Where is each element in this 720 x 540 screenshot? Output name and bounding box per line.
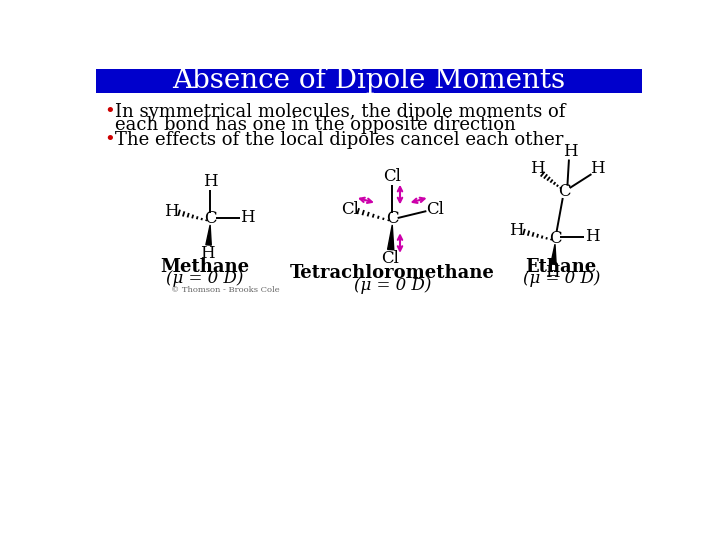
Text: H: H [203, 173, 217, 190]
Text: H: H [199, 245, 215, 262]
Text: (μ = 0 D): (μ = 0 D) [354, 276, 431, 294]
Text: In symmetrical molecules, the dipole moments of: In symmetrical molecules, the dipole mom… [114, 103, 565, 122]
Text: H: H [164, 202, 179, 220]
Text: Methane: Methane [160, 258, 249, 275]
Polygon shape [206, 225, 211, 245]
Text: (μ = 0 D): (μ = 0 D) [166, 271, 243, 287]
Text: C: C [386, 210, 399, 227]
Polygon shape [387, 225, 394, 250]
Text: Absence of Dipole Moments: Absence of Dipole Moments [172, 68, 566, 94]
Text: Ethane: Ethane [526, 258, 597, 275]
Bar [96, 69, 642, 93]
Text: H: H [240, 209, 255, 226]
Text: Tetrachloromethane: Tetrachloromethane [290, 264, 495, 282]
Text: Cl: Cl [426, 201, 444, 218]
Text: The effects of the local dipoles cancel each other: The effects of the local dipoles cancel … [114, 131, 563, 149]
Text: •: • [104, 131, 114, 149]
Text: C: C [549, 230, 562, 247]
Text: H: H [530, 160, 544, 177]
Text: Cl: Cl [383, 168, 401, 185]
Text: (μ = 0 D): (μ = 0 D) [523, 271, 600, 287]
Text: Cl: Cl [381, 251, 399, 267]
Text: H: H [590, 160, 605, 177]
Text: •: • [104, 103, 114, 122]
Text: Cl: Cl [341, 201, 359, 218]
Text: H: H [585, 228, 600, 245]
Text: © Thomson - Brooks Cole: © Thomson - Brooks Cole [171, 286, 280, 294]
Text: H: H [563, 143, 578, 160]
Text: C: C [558, 184, 571, 200]
Polygon shape [551, 244, 556, 265]
Text: H: H [544, 264, 559, 281]
Text: C: C [204, 210, 217, 227]
Text: H: H [509, 222, 523, 239]
Text: each bond has one in the opposite direction: each bond has one in the opposite direct… [114, 117, 516, 134]
